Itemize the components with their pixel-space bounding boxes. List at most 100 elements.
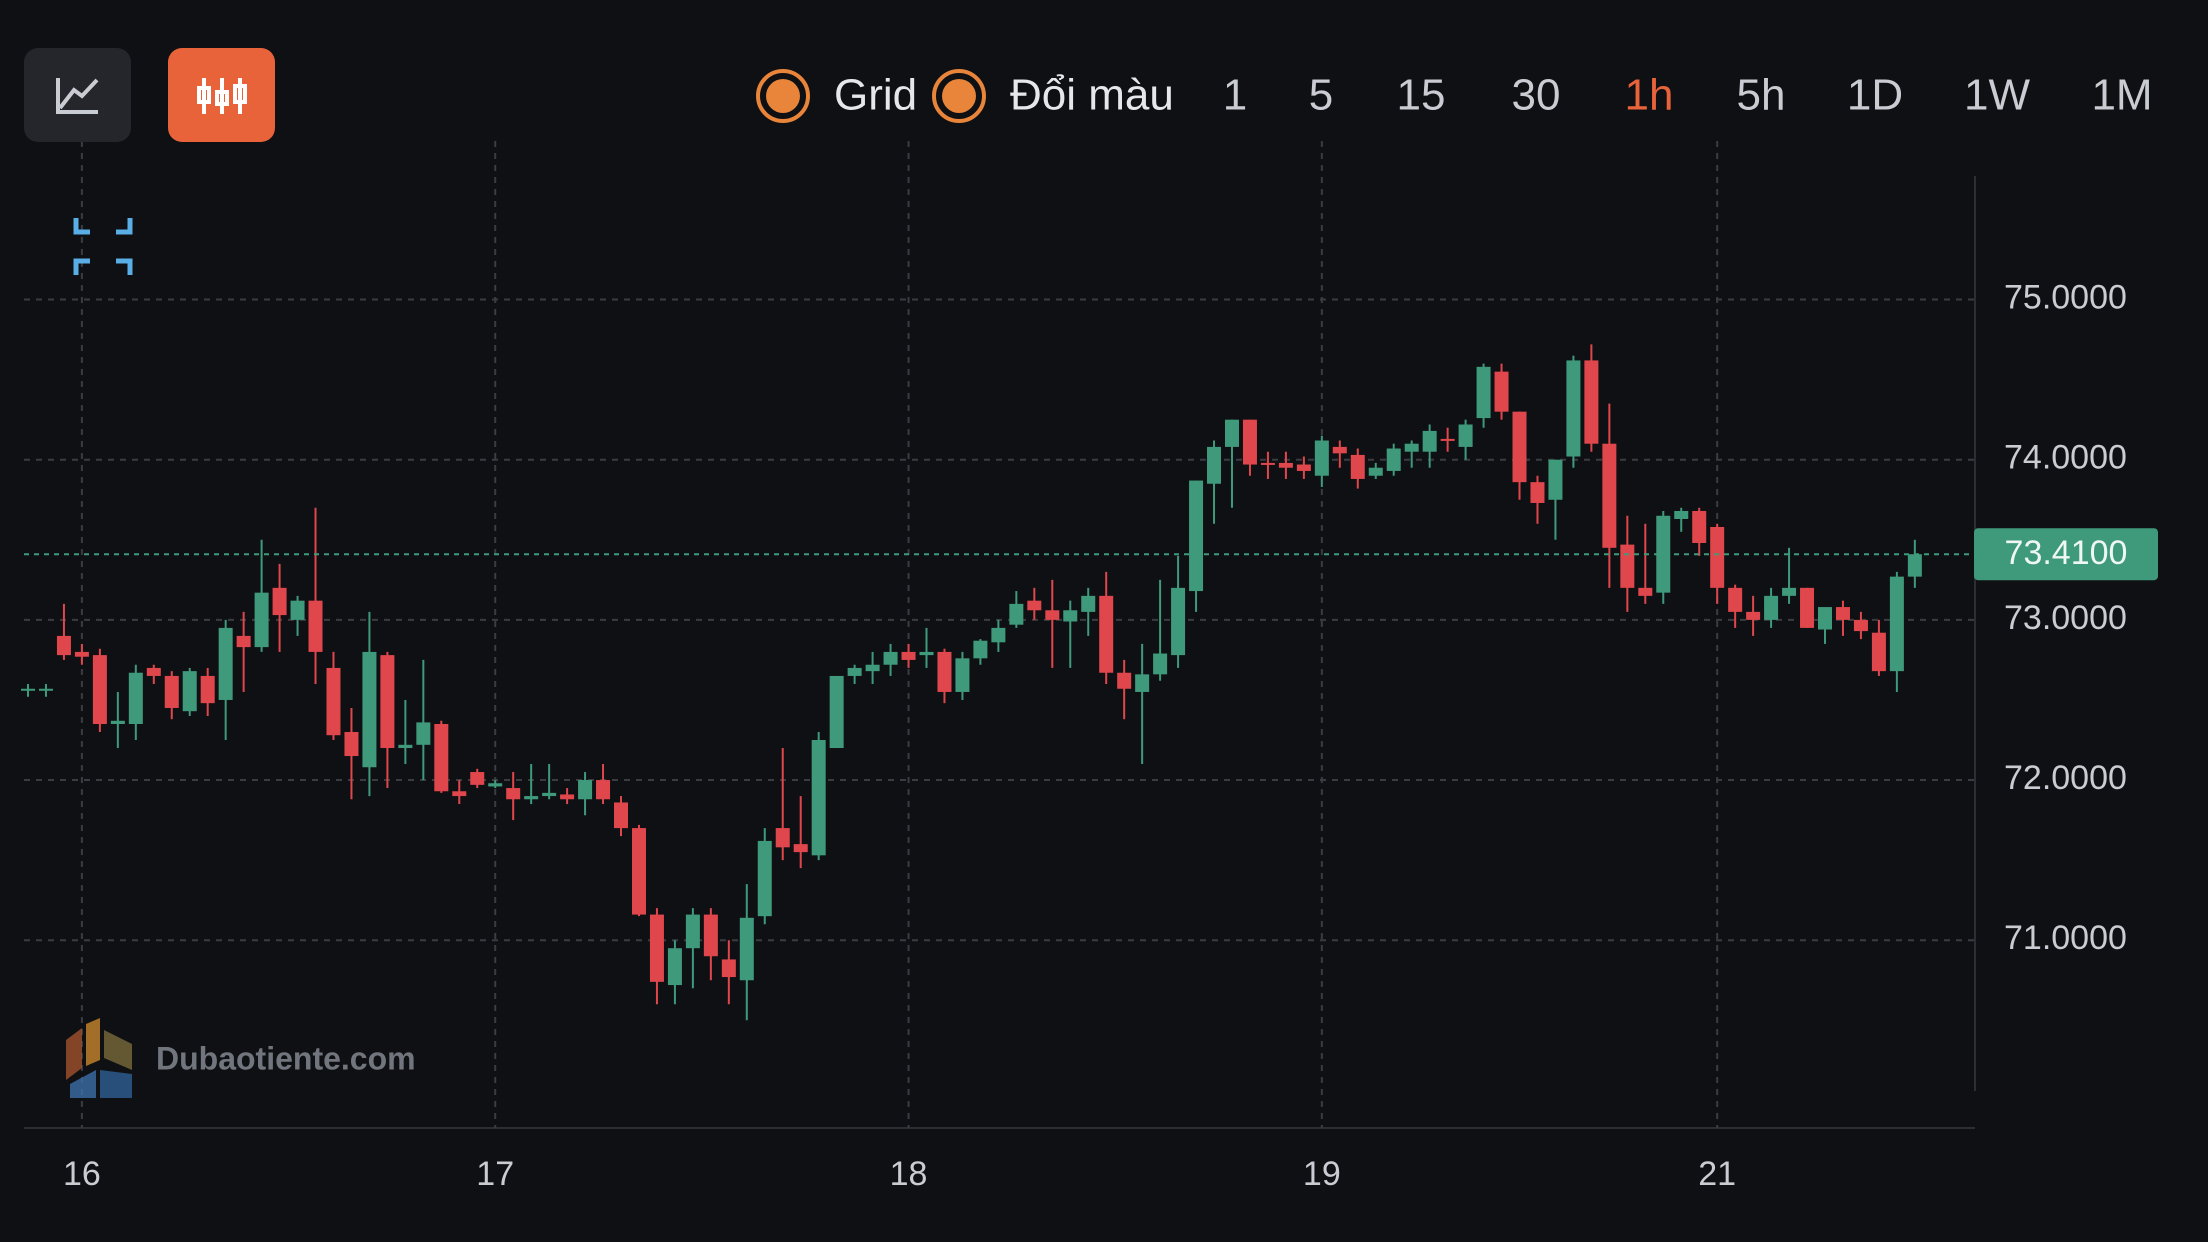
candle-body: [1099, 595, 1114, 673]
x-tick-label: 19: [1303, 1155, 1341, 1193]
interval-button[interactable]: 1M: [2091, 71, 2152, 120]
candle-body: [74, 651, 89, 657]
candle-body: [524, 796, 539, 800]
candle-body: [1422, 430, 1437, 452]
candle-body: [92, 655, 107, 724]
candle-body: [1835, 607, 1850, 620]
candle-body: [1278, 462, 1293, 468]
candle-body: [973, 640, 988, 659]
candle-body: [703, 914, 718, 957]
watermark: Dubaotiente.com: [66, 1018, 416, 1098]
option-label: Grid: [834, 71, 917, 120]
interval-button[interactable]: 30: [1512, 71, 1561, 120]
candle-body: [1153, 653, 1168, 675]
candle-body: [1818, 607, 1832, 630]
candle-body: [1045, 610, 1060, 620]
candle-body: [865, 664, 880, 672]
candle-chart-button[interactable]: [168, 48, 275, 142]
last-price-label: 73.4100: [2005, 534, 2128, 572]
candle-body: [811, 740, 826, 856]
candle-body: [1853, 619, 1868, 632]
candle-body: [272, 587, 287, 616]
candle-body: [1782, 587, 1797, 596]
y-tick-label: 72.0000: [2004, 759, 2127, 797]
candle-body: [290, 600, 305, 620]
candle-body: [1512, 411, 1527, 483]
candle-body: [1494, 371, 1509, 412]
candle-body: [1746, 611, 1761, 620]
interval-button[interactable]: 1D: [1847, 71, 1903, 120]
candle-body: [1530, 482, 1545, 503]
x-tick-label: 18: [890, 1155, 928, 1193]
candle-body: [919, 651, 934, 656]
interval-button[interactable]: 5: [1309, 71, 1333, 120]
x-tick-label: 16: [63, 1155, 101, 1193]
candle-body: [542, 792, 557, 797]
candle-body: [955, 658, 970, 692]
candle-body: [200, 675, 215, 704]
candle-body: [1566, 360, 1581, 457]
grid: 71.0000 72.0000 73.0000 74.0000 75.0000 16 17 1…: [24, 141, 2127, 1193]
collapse-icon: [73, 218, 133, 275]
candle-body: [506, 788, 521, 800]
candle-body: [1063, 610, 1078, 622]
logo-part: [100, 1070, 132, 1098]
candle-body: [667, 948, 682, 986]
candle-body: [1242, 419, 1257, 465]
radio-dot: [942, 79, 976, 113]
candle-body: [1907, 554, 1922, 577]
line-chart-button[interactable]: [24, 48, 131, 142]
color-toggle[interactable]: Đổi màu: [932, 69, 1174, 123]
candle-body: [1404, 443, 1419, 452]
option-label: Đổi màu: [1010, 71, 1174, 120]
candle-body: [344, 732, 359, 757]
collapse-button[interactable]: [73, 218, 133, 275]
grid-toggle[interactable]: Grid: [756, 69, 917, 123]
candle-body: [1764, 595, 1779, 620]
interval-button[interactable]: 15: [1397, 71, 1446, 120]
logo-part: [86, 1018, 100, 1066]
candle-body: [901, 651, 916, 660]
candle-body: [775, 828, 790, 848]
candle-body: [1440, 438, 1455, 441]
candle-body: [218, 627, 233, 700]
candle-body: [434, 723, 449, 792]
y-tick-label: 71.0000: [2004, 919, 2127, 957]
candle-body: [1674, 510, 1689, 519]
candle-body: [596, 780, 611, 800]
candle-body: [1584, 360, 1599, 444]
candle-body: [1548, 459, 1563, 500]
candle-body: [38, 688, 53, 691]
candle-body: [128, 672, 143, 724]
candle-icon: [197, 78, 247, 114]
candle-body: [560, 794, 575, 800]
candle-body: [649, 914, 664, 982]
candle-body: [1728, 587, 1743, 612]
candle-body: [164, 675, 179, 708]
x-tick-label: 17: [476, 1155, 514, 1193]
candle-body: [1368, 467, 1383, 476]
interval-button[interactable]: 1h: [1625, 71, 1674, 120]
candle-body: [1638, 587, 1653, 596]
candle-body: [1458, 424, 1473, 447]
candle-body: [1476, 366, 1491, 419]
candle-body: [1889, 576, 1904, 672]
candle-body: [452, 791, 467, 797]
radio-ring: [756, 69, 810, 123]
interval-button[interactable]: 5h: [1737, 71, 1786, 120]
line-icon: [56, 78, 99, 114]
candle-body: [470, 772, 485, 785]
candle-body: [614, 802, 629, 829]
candle-body: [578, 780, 593, 800]
last-price-tag: [1974, 528, 2158, 581]
candle-body: [362, 651, 377, 768]
interval-button[interactable]: 1W: [1964, 71, 2030, 120]
x-tick-label: 21: [1698, 1155, 1736, 1193]
candle-body: [1350, 454, 1365, 479]
interval-button[interactable]: 1: [1223, 71, 1247, 120]
candle-body: [1710, 526, 1725, 588]
candle-body: [757, 840, 772, 917]
candle-body: [488, 783, 503, 787]
